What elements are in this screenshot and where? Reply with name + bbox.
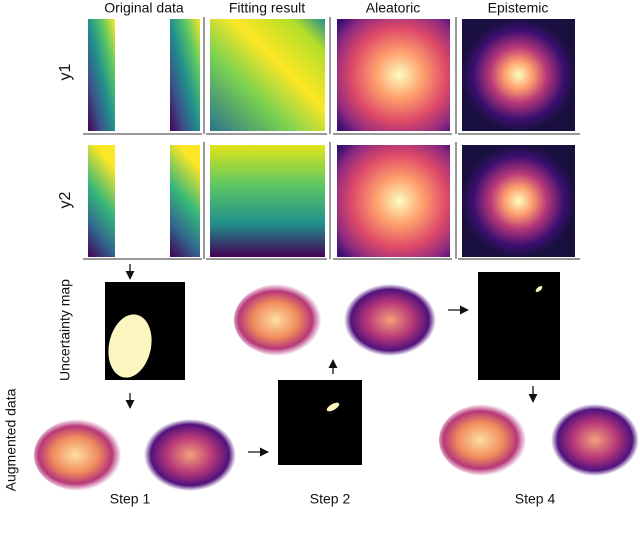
image	[462, 19, 575, 131]
image	[210, 145, 325, 257]
column-title: Epistemic	[488, 0, 549, 16]
image	[170, 19, 200, 131]
image	[462, 145, 575, 257]
image	[88, 19, 115, 131]
uncertainty-map	[278, 380, 362, 465]
uncertainty-region	[108, 314, 152, 378]
scatter-cloud	[34, 419, 126, 491]
uncertainty-region	[535, 286, 543, 292]
scatter-cloud	[344, 284, 436, 356]
scatter-cloud	[439, 404, 531, 476]
row-label: y2	[57, 191, 74, 208]
row-label: y1	[57, 63, 74, 80]
image	[170, 145, 200, 257]
column-title: Fitting result	[229, 0, 305, 16]
step-label: Step 4	[515, 491, 556, 507]
column-title: Original data	[104, 0, 184, 16]
scatter-cloud	[551, 404, 639, 476]
header-labels: Original data Fitting result Aleatoric E…	[57, 0, 548, 208]
scatter-cloud	[234, 284, 326, 356]
scatter-cloud	[144, 419, 236, 491]
image	[88, 145, 115, 257]
uncertainty-region	[326, 402, 340, 412]
step-label: Step 1	[110, 491, 151, 507]
image	[210, 19, 325, 131]
image	[337, 19, 450, 131]
panel-grid	[83, 17, 580, 260]
augmented-label: Augmented data	[3, 388, 19, 491]
uncertainty-label: Uncertainty map	[57, 279, 73, 381]
image	[337, 145, 450, 257]
uncertainty-map	[478, 272, 560, 380]
workflow: Uncertainty map Augmented data Step 1 St…	[3, 264, 639, 507]
column-title: Aleatoric	[366, 0, 420, 16]
panel-axes	[83, 17, 580, 260]
step-label: Step 2	[310, 491, 351, 507]
